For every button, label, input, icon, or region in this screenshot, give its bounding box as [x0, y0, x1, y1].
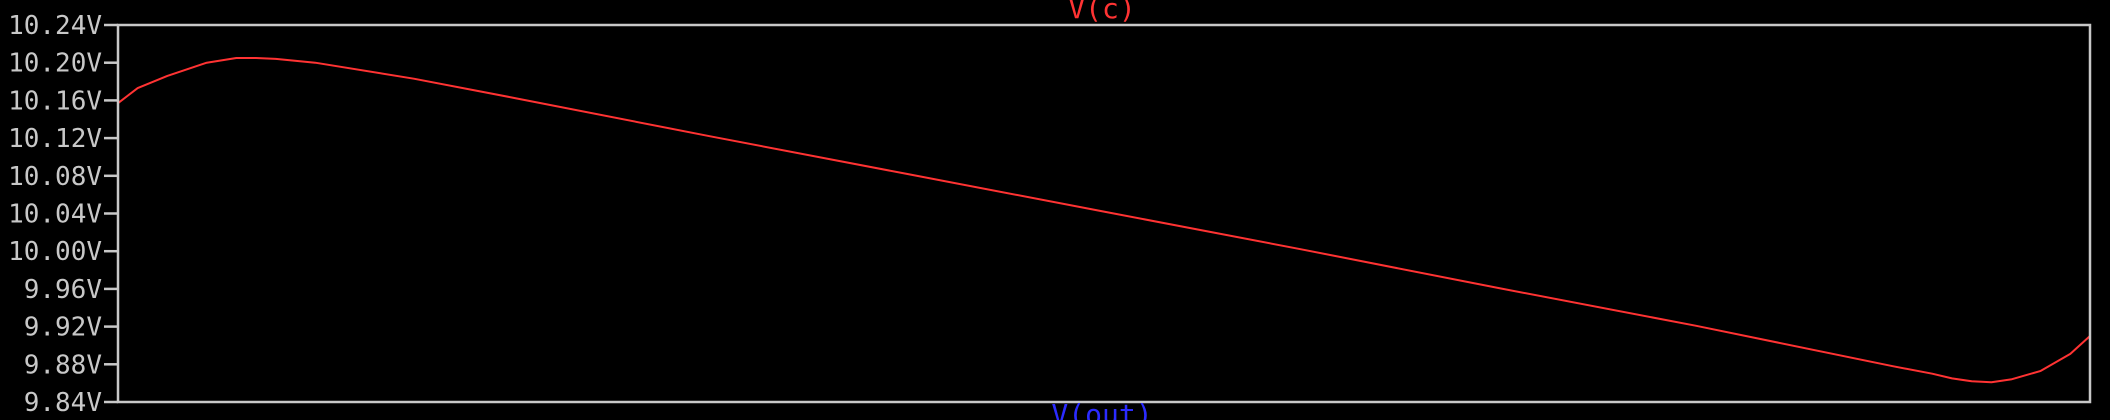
y-tick-label: 10.16V [8, 86, 102, 116]
y-tick-label: 10.04V [8, 200, 102, 230]
y-tick-label: 10.00V [8, 237, 102, 267]
y-tick-label: 10.08V [8, 162, 102, 192]
y-tick-label: 10.12V [8, 124, 102, 154]
trace-title-vout[interactable]: V(out) [1051, 398, 1152, 420]
y-tick-label: 10.24V [8, 11, 102, 41]
y-axis-ticks: 10.24V 10.20V 10.16V 10.12V 10.08V 10.04V 10.0… [8, 11, 118, 418]
plot-frame [116, 23, 2092, 404]
y-tick-label: 9.84V [24, 388, 102, 418]
y-tick-label: 9.88V [24, 350, 102, 380]
trace-layer [117, 57, 2091, 384]
y-tick-label: 10.20V [8, 49, 102, 79]
trace-title-vc[interactable]: V(c) [1068, 0, 1135, 25]
y-tick-label: 9.92V [24, 313, 102, 343]
series-line-v-c [117, 57, 2091, 384]
y-tick-label: 9.96V [24, 275, 102, 305]
